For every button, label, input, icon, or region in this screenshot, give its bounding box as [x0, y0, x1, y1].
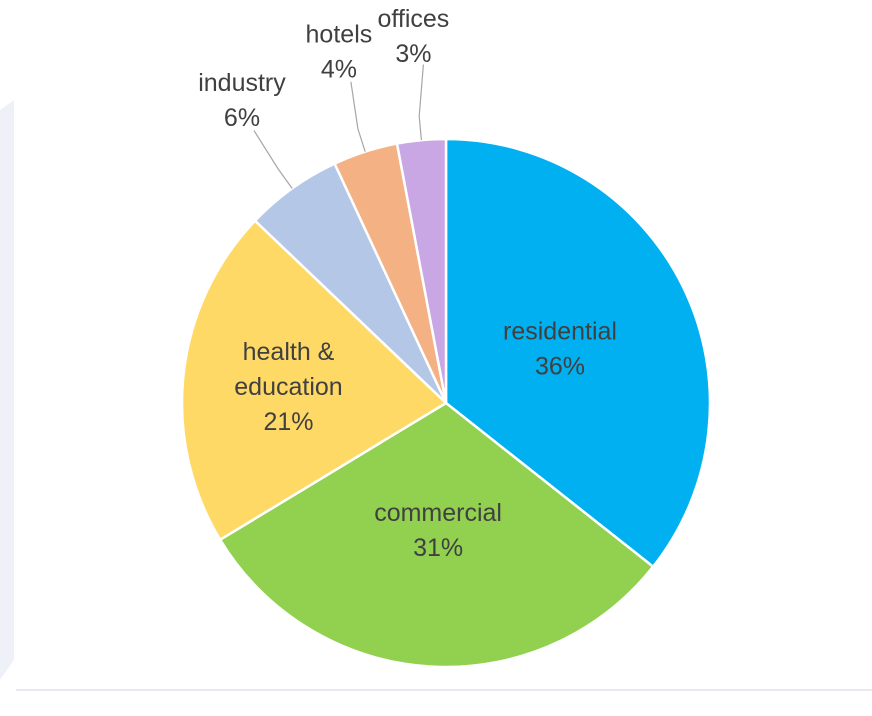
data-label-residential: residential 36%: [503, 317, 617, 380]
leader-line-offices: [418, 64, 424, 141]
pie-slice-commercial: [218, 401, 655, 669]
data-label-commercial: commercial 31%: [374, 499, 502, 562]
leader-line-hotels: [350, 81, 366, 152]
pie-slice-health-and-education: [180, 218, 449, 542]
pie-slice-residential: [444, 137, 712, 569]
leader-line-industry: [253, 130, 293, 189]
data-label-industry: industry 6%: [198, 69, 286, 132]
data-label-hotels: hotels 4%: [306, 20, 373, 83]
data-label-offices: offices 3%: [377, 5, 449, 68]
pie-slice-offices: [395, 137, 448, 404]
data-label-health-and-education: health & education 21%: [234, 338, 342, 436]
